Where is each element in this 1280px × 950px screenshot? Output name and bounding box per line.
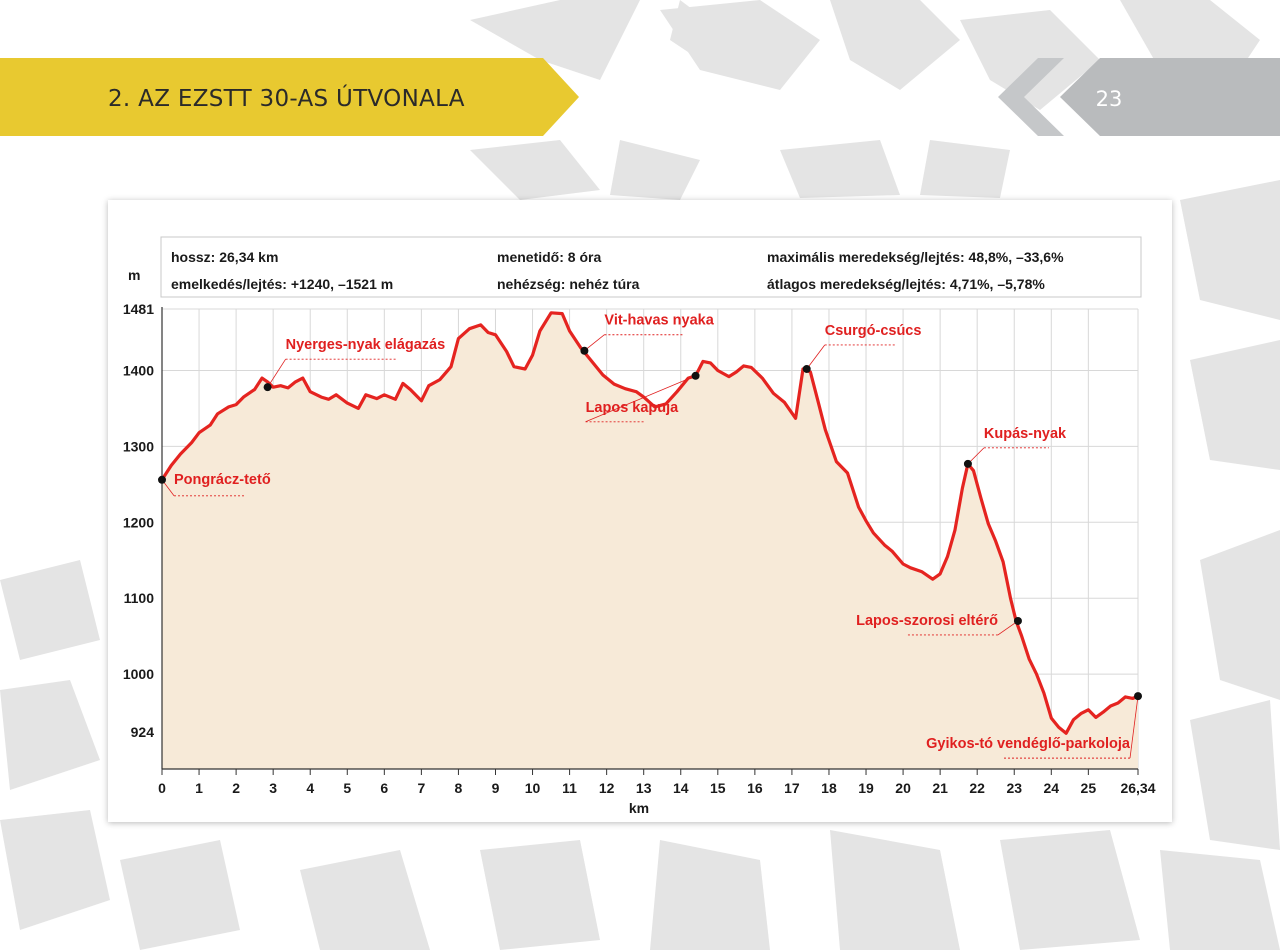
waypoint: Vit-havas nyaka xyxy=(580,313,715,355)
x-tick-label: 16 xyxy=(747,780,763,796)
waypoint: Nyerges-nyak elágazás xyxy=(263,337,446,392)
x-tick-label: 12 xyxy=(599,780,615,796)
waypoint: Csurgó-csúcs xyxy=(802,323,922,373)
x-tick-label: 15 xyxy=(710,780,726,796)
x-tick-label: 19 xyxy=(858,780,874,796)
x-tick-label: 22 xyxy=(969,780,985,796)
x-tick-label: 20 xyxy=(895,780,911,796)
x-tick-label: 24 xyxy=(1044,780,1060,796)
x-tick-label: 10 xyxy=(525,780,541,796)
section-header-band xyxy=(0,58,579,136)
x-tick-label: 6 xyxy=(380,780,388,796)
waypoint: Gyikos-tó vendéglő-parkoloja xyxy=(926,692,1142,759)
x-tick-label: 9 xyxy=(492,780,500,796)
info-elevation: emelkedés/lejtés: +1240, –1521 m xyxy=(171,276,393,292)
x-tick-label: 23 xyxy=(1006,780,1022,796)
waypoint-marker xyxy=(1013,616,1022,625)
x-tick-label: 8 xyxy=(455,780,463,796)
y-tick-label: 1400 xyxy=(123,362,154,378)
axes: 0 1 2 3 4 5 6 7 8 9 10 11 12 13 14 15 16 17 18 19 20 21 22 23 24… xyxy=(123,301,1156,796)
elevation-profile-chart: hossz: 26,34 km emelkedés/lejtés: +1240,… xyxy=(123,236,1156,816)
info-box xyxy=(160,236,1142,298)
x-tick-label: 2 xyxy=(232,780,240,796)
waypoint-label: Kupás-nyak xyxy=(984,426,1067,442)
waypoint-marker xyxy=(963,459,972,468)
info-difficulty: nehézség: nehéz túra xyxy=(497,276,640,292)
leader-line xyxy=(267,358,286,388)
x-tick-label: 13 xyxy=(636,780,652,796)
x-tick-label: 25 xyxy=(1081,780,1097,796)
elevation-profile-card: hossz: 26,34 km emelkedés/lejtés: +1240,… xyxy=(108,200,1172,822)
waypoint-marker xyxy=(580,346,589,355)
leader-line xyxy=(997,620,1019,636)
x-tick-label: 0 xyxy=(158,780,166,796)
leader-line xyxy=(584,334,605,352)
x-tick-label: 14 xyxy=(673,780,689,796)
x-tick-label: 7 xyxy=(417,780,425,796)
leader-line xyxy=(1129,696,1139,759)
x-tick-label: 4 xyxy=(306,780,314,796)
waypoint-label: Lapos kapuja xyxy=(586,400,680,416)
x-axis-label: km xyxy=(629,800,649,816)
waypoint: Kupás-nyak xyxy=(963,426,1067,468)
waypoint-label: Nyerges-nyak elágazás xyxy=(286,337,446,353)
info-time: menetidő: 8 óra xyxy=(497,249,601,265)
y-tick-label: 1481 xyxy=(123,301,154,317)
page-number-tab xyxy=(998,58,1280,136)
waypoint-marker xyxy=(802,364,811,373)
waypoint-marker xyxy=(158,475,166,484)
info-length: hossz: 26,34 km xyxy=(171,249,278,265)
waypoint-marker xyxy=(1134,692,1142,701)
info-avg-slope: átlagos meredekség/lejtés: 4,71%, –5,78% xyxy=(767,276,1045,292)
waypoint-label: Lapos-szorosi eltérő xyxy=(856,613,998,629)
y-axis-label: m xyxy=(128,267,140,283)
waypoint-label: Csurgó-csúcs xyxy=(825,323,922,339)
waypoint-marker xyxy=(263,383,272,392)
y-tick-label: 1000 xyxy=(123,666,154,682)
elevation-area-fill xyxy=(162,312,1138,769)
waypoint: Lapos-szorosi eltérő xyxy=(856,613,1022,636)
waypoint-label: Pongrácz-tető xyxy=(174,472,271,488)
waypoint: Lapos kapuja xyxy=(585,371,700,423)
leader-line xyxy=(806,344,826,370)
waypoint-label: Vit-havas nyaka xyxy=(604,313,714,329)
x-tick-label: 1 xyxy=(195,780,203,796)
x-tick-label: 17 xyxy=(784,780,800,796)
section-title: 2. AZ EZSTT 30-AS ÚTVONALA xyxy=(108,86,465,112)
elevation-line xyxy=(160,311,1139,735)
x-tick-label: 18 xyxy=(821,780,837,796)
x-tick-label: 11 xyxy=(562,780,577,796)
y-tick-label: 1200 xyxy=(123,514,154,530)
x-tick-label: 5 xyxy=(343,780,351,796)
y-tick-label: 1100 xyxy=(124,590,155,606)
x-tick-label: 21 xyxy=(932,780,948,796)
x-tick-label: 3 xyxy=(269,780,277,796)
waypoint-annotations: Pongrácz-tető Nyerges-nyak elágazás Vit-ha… xyxy=(158,313,1142,759)
x-tick-label: 26,34 xyxy=(1120,780,1155,796)
waypoint-label: Gyikos-tó vendéglő-parkoloja xyxy=(926,736,1131,752)
page-number: 23 xyxy=(1095,87,1123,111)
info-max-slope: maximális meredekség/lejtés: 48,8%, –33,… xyxy=(767,249,1064,265)
y-tick-label: 924 xyxy=(131,724,155,740)
leader-line xyxy=(585,375,696,423)
waypoint: Pongrácz-tető xyxy=(158,472,271,497)
waypoint-marker xyxy=(691,371,700,380)
y-tick-label: 1300 xyxy=(123,438,154,454)
